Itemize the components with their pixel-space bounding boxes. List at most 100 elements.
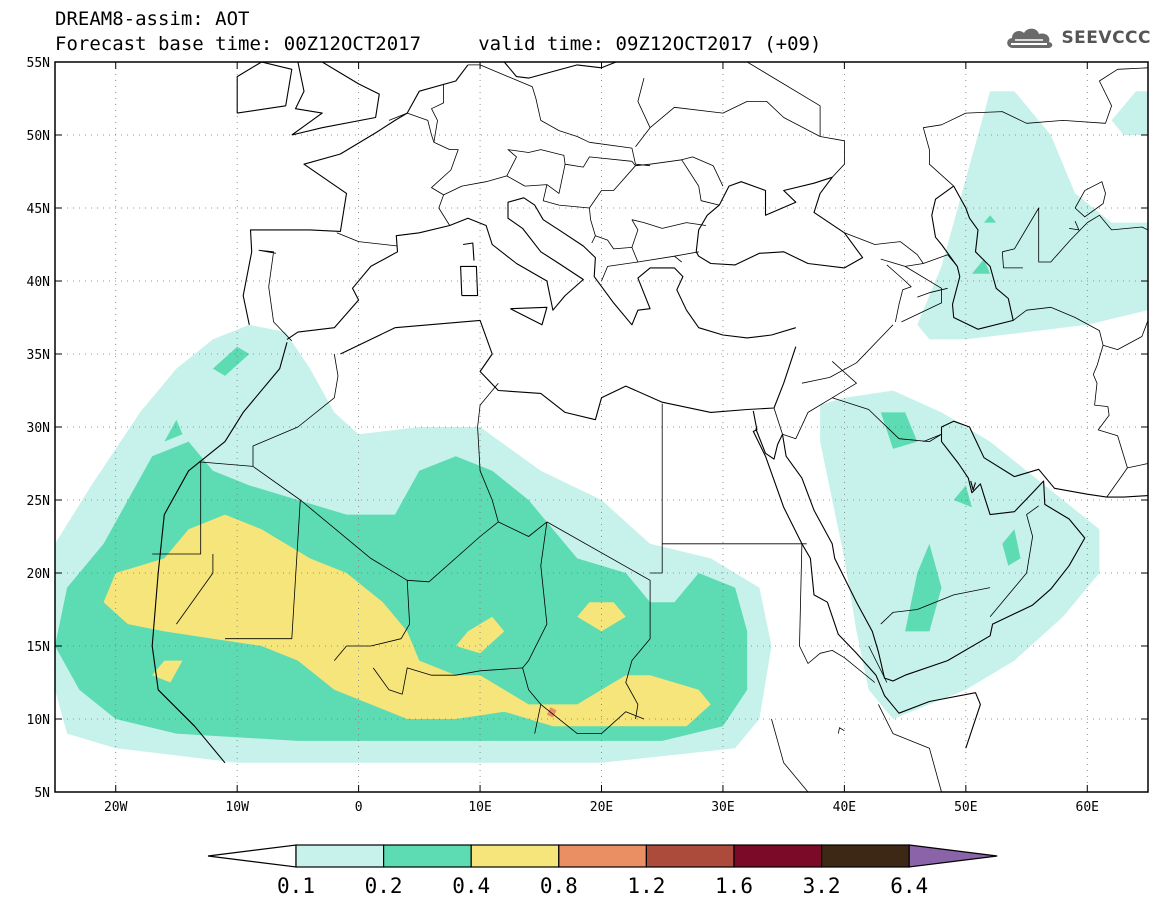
colorbar-swatch bbox=[558, 844, 647, 868]
axis-ticks: 5N 10N 15N 20N 25N 30N 35N 40N 45N 50N 55N 20W 10W 0 1… bbox=[27, 56, 1148, 815]
country-border bbox=[844, 232, 924, 267]
colorbar-swatch bbox=[470, 844, 560, 868]
country-border bbox=[917, 587, 991, 610]
aot-region-0_2-7 bbox=[984, 215, 997, 223]
coastline bbox=[242, 64, 469, 325]
aot-region-0_2-6 bbox=[953, 485, 972, 508]
colorbar-swatch bbox=[295, 844, 385, 868]
aot-region-0_2-8 bbox=[971, 259, 991, 274]
country-border bbox=[637, 251, 699, 263]
coastline bbox=[503, 62, 617, 79]
cloud-icon bbox=[1007, 28, 1053, 48]
country-border bbox=[681, 156, 724, 187]
lat-tick-label: 5N bbox=[34, 786, 50, 801]
aot-region-0_4-3 bbox=[152, 660, 183, 683]
lon-tick-label: 30E bbox=[711, 800, 734, 815]
country-border bbox=[917, 287, 948, 298]
coastline bbox=[695, 176, 864, 269]
colorbar-label: 0.1 bbox=[277, 874, 315, 898]
country-border bbox=[1092, 345, 1128, 498]
seevccc-logo: SEEVCCC bbox=[1003, 24, 1151, 52]
lon-tick-label: 10E bbox=[468, 800, 491, 815]
country-border bbox=[589, 141, 651, 167]
colorbar-label: 0.2 bbox=[365, 874, 403, 898]
colorbar: 0.1 0.2 0.4 0.8 1.2 1.6 3.2 6.4 bbox=[207, 844, 998, 898]
country-border bbox=[252, 353, 339, 467]
country-border bbox=[498, 521, 548, 537]
country-border bbox=[225, 499, 301, 640]
coastline bbox=[236, 62, 293, 114]
country-border bbox=[252, 382, 499, 583]
country-border bbox=[589, 161, 636, 209]
country-border bbox=[336, 232, 398, 247]
colorbar-label: 0.8 bbox=[540, 874, 578, 898]
aot-region-0_1-2 bbox=[917, 91, 1148, 340]
country-border bbox=[922, 67, 1148, 187]
lat-tick-label: 45N bbox=[27, 202, 50, 217]
country-border bbox=[431, 83, 445, 143]
country-border bbox=[832, 397, 942, 443]
coastline bbox=[931, 185, 1014, 330]
colorbar-label: 1.2 bbox=[627, 874, 665, 898]
coastline bbox=[510, 306, 548, 326]
lat-tick-label: 20N bbox=[27, 567, 50, 582]
country-border bbox=[333, 580, 411, 661]
country-border bbox=[878, 704, 942, 792]
country-border bbox=[868, 645, 888, 683]
lon-tick-label: 40E bbox=[833, 800, 856, 815]
coastline bbox=[151, 645, 226, 764]
colorbar-label: 0.4 bbox=[452, 874, 490, 898]
coastline bbox=[340, 319, 797, 421]
lat-tick-label: 30N bbox=[27, 421, 50, 436]
country-border bbox=[631, 219, 639, 248]
colorbar-swatch bbox=[645, 844, 735, 868]
country-border bbox=[401, 667, 542, 734]
country-border bbox=[522, 521, 548, 669]
coastline bbox=[752, 410, 981, 749]
lon-tick-label: 10W bbox=[225, 800, 249, 815]
country-border bbox=[152, 461, 254, 555]
lake-outline bbox=[837, 727, 845, 734]
country-border bbox=[674, 255, 682, 263]
country-border bbox=[799, 543, 876, 683]
lon-tick-label: 20E bbox=[590, 800, 613, 815]
colorbar-under-arrow bbox=[207, 844, 297, 868]
country-border bbox=[782, 361, 857, 440]
lat-tick-label: 40N bbox=[27, 275, 50, 290]
country-border bbox=[467, 64, 590, 143]
lake-outline bbox=[1074, 181, 1106, 218]
lake-outline bbox=[1069, 220, 1080, 231]
country-border bbox=[880, 609, 918, 625]
colorbar-swatch bbox=[820, 844, 910, 868]
country-border bbox=[880, 258, 942, 323]
country-border bbox=[771, 718, 845, 792]
lon-tick-label: 60E bbox=[1076, 800, 1099, 815]
country-border bbox=[773, 407, 783, 435]
country-border bbox=[542, 184, 596, 244]
aot-region-0_1-3 bbox=[1111, 91, 1148, 135]
colorbar-swatch bbox=[383, 844, 472, 868]
coastline bbox=[151, 342, 288, 647]
map-title: DREAM8-assim: AOT bbox=[55, 8, 250, 30]
country-border bbox=[923, 254, 958, 267]
aot-region-0_2-5 bbox=[1002, 529, 1021, 566]
country-border bbox=[506, 149, 566, 177]
country-border bbox=[176, 554, 214, 625]
lon-tick-label: 20W bbox=[104, 800, 128, 815]
colorbar-label: 3.2 bbox=[803, 874, 841, 898]
coastlines-and-borders bbox=[151, 62, 1148, 792]
aot-region-0_4-0 bbox=[103, 514, 711, 727]
aot-region-0_2-2 bbox=[164, 419, 183, 442]
country-border bbox=[540, 704, 645, 734]
country-border bbox=[1012, 306, 1148, 351]
country-border bbox=[801, 324, 894, 384]
country-border bbox=[635, 77, 651, 147]
coastline bbox=[286, 197, 796, 340]
country-border bbox=[631, 219, 706, 229]
country-border bbox=[372, 667, 403, 695]
coastline bbox=[291, 62, 380, 136]
lat-tick-label: 35N bbox=[27, 348, 50, 363]
coastline bbox=[463, 242, 475, 261]
country-border bbox=[886, 264, 912, 322]
